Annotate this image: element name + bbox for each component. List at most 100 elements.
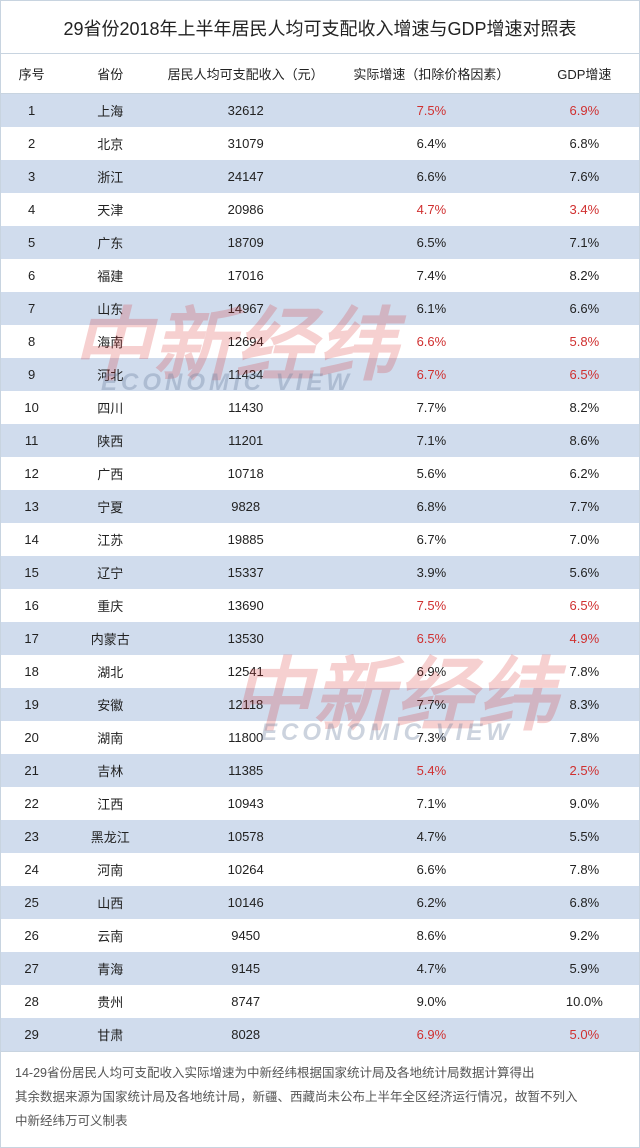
cell-index: 28 bbox=[1, 985, 62, 1018]
cell-income: 12541 bbox=[158, 655, 333, 688]
cell-province: 江西 bbox=[62, 787, 158, 820]
footer-line: 其余数据来源为国家统计局及各地统计局，新疆、西藏尚未公布上半年全区经济运行情况，… bbox=[15, 1086, 625, 1110]
cell-real-growth: 5.4% bbox=[333, 754, 530, 787]
cell-income: 24147 bbox=[158, 160, 333, 193]
cell-gdp-growth: 3.4% bbox=[530, 193, 639, 226]
cell-income: 15337 bbox=[158, 556, 333, 589]
table-title: 29省份2018年上半年居民人均可支配收入增速与GDP增速对照表 bbox=[1, 1, 639, 53]
cell-gdp-growth: 7.8% bbox=[530, 655, 639, 688]
cell-real-growth: 8.6% bbox=[333, 919, 530, 952]
table-row: 6福建170167.4%8.2% bbox=[1, 259, 639, 292]
cell-province: 广西 bbox=[62, 457, 158, 490]
cell-index: 20 bbox=[1, 721, 62, 754]
cell-income: 9450 bbox=[158, 919, 333, 952]
cell-province: 安徽 bbox=[62, 688, 158, 721]
cell-province: 河北 bbox=[62, 358, 158, 391]
cell-income: 17016 bbox=[158, 259, 333, 292]
table-row: 12广西107185.6%6.2% bbox=[1, 457, 639, 490]
table-row: 4天津209864.7%3.4% bbox=[1, 193, 639, 226]
table-row: 23黑龙江105784.7%5.5% bbox=[1, 820, 639, 853]
cell-gdp-growth: 7.0% bbox=[530, 523, 639, 556]
cell-province: 宁夏 bbox=[62, 490, 158, 523]
cell-index: 25 bbox=[1, 886, 62, 919]
cell-income: 11430 bbox=[158, 391, 333, 424]
cell-province: 辽宁 bbox=[62, 556, 158, 589]
cell-province: 青海 bbox=[62, 952, 158, 985]
cell-income: 31079 bbox=[158, 127, 333, 160]
cell-gdp-growth: 7.8% bbox=[530, 853, 639, 886]
cell-gdp-growth: 6.9% bbox=[530, 94, 639, 128]
cell-province: 陕西 bbox=[62, 424, 158, 457]
cell-real-growth: 6.9% bbox=[333, 1018, 530, 1051]
cell-real-growth: 7.7% bbox=[333, 391, 530, 424]
col-header-gdp: GDP增速 bbox=[530, 54, 639, 94]
cell-real-growth: 3.9% bbox=[333, 556, 530, 589]
cell-real-growth: 6.7% bbox=[333, 523, 530, 556]
cell-real-growth: 7.4% bbox=[333, 259, 530, 292]
cell-gdp-growth: 6.5% bbox=[530, 358, 639, 391]
table-row: 17内蒙古135306.5%4.9% bbox=[1, 622, 639, 655]
cell-gdp-growth: 5.9% bbox=[530, 952, 639, 985]
table-row: 14江苏198856.7%7.0% bbox=[1, 523, 639, 556]
cell-gdp-growth: 7.6% bbox=[530, 160, 639, 193]
cell-real-growth: 6.6% bbox=[333, 325, 530, 358]
cell-real-growth: 7.1% bbox=[333, 424, 530, 457]
table-row: 7山东149676.1%6.6% bbox=[1, 292, 639, 325]
cell-gdp-growth: 7.8% bbox=[530, 721, 639, 754]
cell-real-growth: 6.7% bbox=[333, 358, 530, 391]
cell-province: 四川 bbox=[62, 391, 158, 424]
cell-index: 10 bbox=[1, 391, 62, 424]
cell-income: 8747 bbox=[158, 985, 333, 1018]
cell-index: 1 bbox=[1, 94, 62, 128]
cell-index: 3 bbox=[1, 160, 62, 193]
cell-province: 山东 bbox=[62, 292, 158, 325]
cell-income: 13530 bbox=[158, 622, 333, 655]
table-row: 5广东187096.5%7.1% bbox=[1, 226, 639, 259]
cell-index: 16 bbox=[1, 589, 62, 622]
cell-index: 2 bbox=[1, 127, 62, 160]
cell-real-growth: 6.5% bbox=[333, 622, 530, 655]
cell-income: 20986 bbox=[158, 193, 333, 226]
table-row: 24河南102646.6%7.8% bbox=[1, 853, 639, 886]
table-row: 21吉林113855.4%2.5% bbox=[1, 754, 639, 787]
cell-index: 23 bbox=[1, 820, 62, 853]
cell-income: 9828 bbox=[158, 490, 333, 523]
cell-gdp-growth: 6.8% bbox=[530, 886, 639, 919]
cell-income: 11800 bbox=[158, 721, 333, 754]
cell-province: 云南 bbox=[62, 919, 158, 952]
cell-index: 6 bbox=[1, 259, 62, 292]
cell-province: 贵州 bbox=[62, 985, 158, 1018]
cell-real-growth: 6.8% bbox=[333, 490, 530, 523]
cell-index: 15 bbox=[1, 556, 62, 589]
table-row: 29甘肃80286.9%5.0% bbox=[1, 1018, 639, 1051]
table-row: 15辽宁153373.9%5.6% bbox=[1, 556, 639, 589]
cell-income: 14967 bbox=[158, 292, 333, 325]
cell-index: 8 bbox=[1, 325, 62, 358]
cell-real-growth: 7.1% bbox=[333, 787, 530, 820]
cell-province: 海南 bbox=[62, 325, 158, 358]
table-row: 10四川114307.7%8.2% bbox=[1, 391, 639, 424]
cell-index: 19 bbox=[1, 688, 62, 721]
cell-real-growth: 6.9% bbox=[333, 655, 530, 688]
table-row: 13宁夏98286.8%7.7% bbox=[1, 490, 639, 523]
cell-real-growth: 9.0% bbox=[333, 985, 530, 1018]
footer-line: 14-29省份居民人均可支配收入实际增速为中新经纬根据国家统计局及各地统计局数据… bbox=[15, 1062, 625, 1086]
table-body: 1上海326127.5%6.9%2北京310796.4%6.8%3浙江24147… bbox=[1, 94, 639, 1052]
cell-income: 32612 bbox=[158, 94, 333, 128]
cell-index: 4 bbox=[1, 193, 62, 226]
cell-index: 29 bbox=[1, 1018, 62, 1051]
cell-index: 12 bbox=[1, 457, 62, 490]
cell-real-growth: 7.7% bbox=[333, 688, 530, 721]
cell-income: 10146 bbox=[158, 886, 333, 919]
cell-income: 12118 bbox=[158, 688, 333, 721]
cell-index: 7 bbox=[1, 292, 62, 325]
cell-income: 8028 bbox=[158, 1018, 333, 1051]
cell-income: 11385 bbox=[158, 754, 333, 787]
cell-gdp-growth: 7.1% bbox=[530, 226, 639, 259]
cell-gdp-growth: 5.0% bbox=[530, 1018, 639, 1051]
cell-real-growth: 4.7% bbox=[333, 952, 530, 985]
cell-income: 19885 bbox=[158, 523, 333, 556]
cell-gdp-growth: 6.8% bbox=[530, 127, 639, 160]
cell-gdp-growth: 8.3% bbox=[530, 688, 639, 721]
cell-gdp-growth: 2.5% bbox=[530, 754, 639, 787]
